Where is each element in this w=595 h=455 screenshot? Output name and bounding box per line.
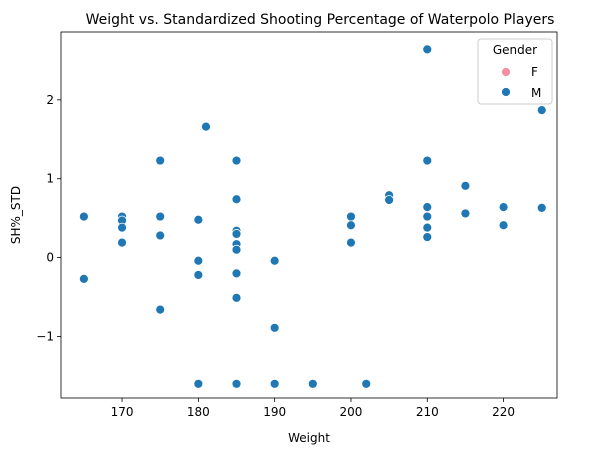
data-point-m: [346, 237, 356, 248]
data-point-m: [201, 121, 211, 132]
data-point-m: [498, 220, 509, 231]
data-point-m: [422, 222, 433, 233]
data-point-m: [536, 105, 547, 115]
data-point-m: [193, 270, 204, 280]
y-tick-label: −1: [36, 329, 54, 343]
data-point-m: [536, 203, 547, 213]
data-point-m: [269, 378, 280, 389]
data-point-m: [155, 304, 166, 315]
data-point-m: [460, 180, 471, 191]
legend-label-f: F: [531, 65, 538, 79]
data-point-m: [231, 292, 242, 303]
data-point-m: [422, 211, 433, 222]
data-point-m: [78, 211, 89, 222]
x-tick-label: 210: [416, 405, 439, 419]
data-point-m: [422, 155, 433, 166]
data-point-m: [231, 268, 242, 279]
x-tick-label: 180: [187, 405, 210, 419]
legend-label-m: M: [531, 86, 541, 100]
data-point-m: [193, 214, 204, 225]
legend-marker-m: [501, 87, 511, 97]
legend: Gender F M: [477, 38, 553, 105]
data-point-m: [231, 378, 242, 389]
chart-title: Weight vs. Standardized Shooting Percent…: [86, 12, 555, 28]
data-point-m: [422, 232, 433, 242]
data-point-m: [346, 211, 356, 222]
data-point-m: [231, 194, 242, 205]
x-tick-label: 170: [111, 405, 134, 419]
data-point-m: [193, 255, 204, 266]
data-point-m: [307, 378, 318, 389]
data-point-m: [460, 208, 471, 219]
data-point-m: [231, 229, 242, 239]
legend-marker-f: [501, 67, 511, 77]
y-tick-label: 1: [46, 172, 54, 186]
x-tick-label: 220: [492, 405, 515, 419]
data-point-m: [422, 44, 433, 55]
legend-title: Gender: [493, 43, 537, 57]
x-tick-label: 200: [340, 405, 363, 419]
data-point-m: [269, 322, 280, 333]
plot-area: [60, 31, 558, 399]
y-axis-label: SH%_STD: [9, 186, 23, 244]
data-point-m: [117, 222, 127, 233]
y-axis: −1 0 1 2: [36, 93, 61, 343]
data-point-m: [78, 273, 89, 284]
y-tick-label: 2: [46, 93, 54, 107]
y-tick-label: 0: [46, 251, 54, 265]
data-point-m: [155, 230, 166, 241]
data-point-m: [346, 220, 356, 231]
data-point-m: [384, 195, 395, 205]
data-point-m: [193, 378, 204, 389]
data-point-m: [231, 244, 242, 255]
data-points: [78, 44, 547, 389]
x-tick-label: 190: [263, 405, 286, 419]
data-point-m: [361, 378, 372, 389]
data-point-m: [117, 237, 127, 248]
x-axis-label: Weight: [288, 431, 330, 445]
data-point-m: [155, 155, 166, 166]
data-point-m: [269, 255, 280, 266]
legend-box: [477, 38, 553, 105]
x-axis: 170 180 190 200 210 220: [111, 398, 515, 419]
data-point-m: [422, 202, 433, 213]
data-point-m: [498, 202, 509, 213]
data-point-m: [231, 155, 242, 166]
data-point-m: [155, 211, 166, 222]
